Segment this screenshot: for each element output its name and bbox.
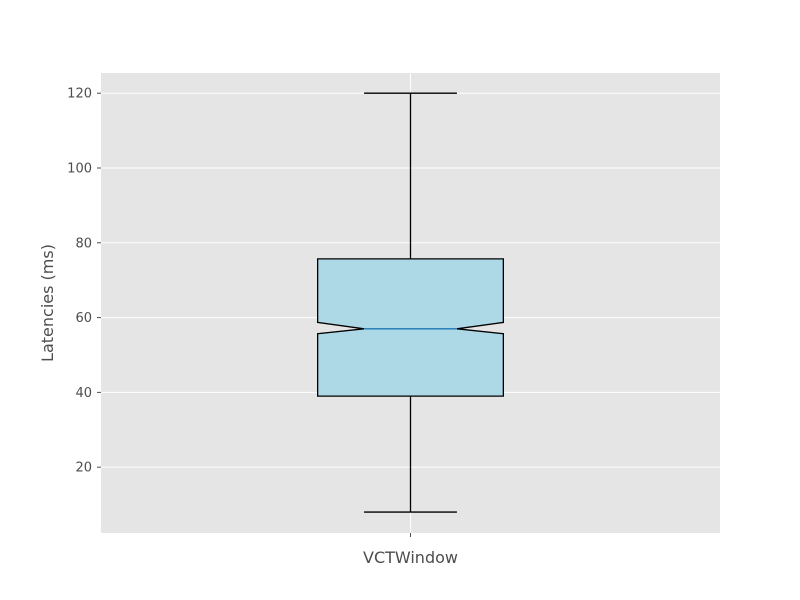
y-tick-label: 120: [67, 87, 92, 102]
y-tick-label: 80: [75, 236, 92, 251]
y-tick-label: 100: [67, 161, 92, 176]
y-tick-label: 60: [75, 311, 92, 326]
x-tick-label: VCTWindow: [363, 548, 458, 567]
y-tick-label: 40: [75, 386, 92, 401]
y-tick-label: 20: [75, 461, 92, 476]
boxes: [316, 92, 505, 513]
y-axis-label: Latencies (ms): [38, 244, 57, 362]
y-axis-ticks: 20 40 60 80 100 120: [67, 87, 101, 476]
notched-box: [316, 258, 505, 397]
x-axis-ticks: VCTWindow: [363, 533, 458, 567]
box-VCTWindow: [316, 92, 505, 513]
